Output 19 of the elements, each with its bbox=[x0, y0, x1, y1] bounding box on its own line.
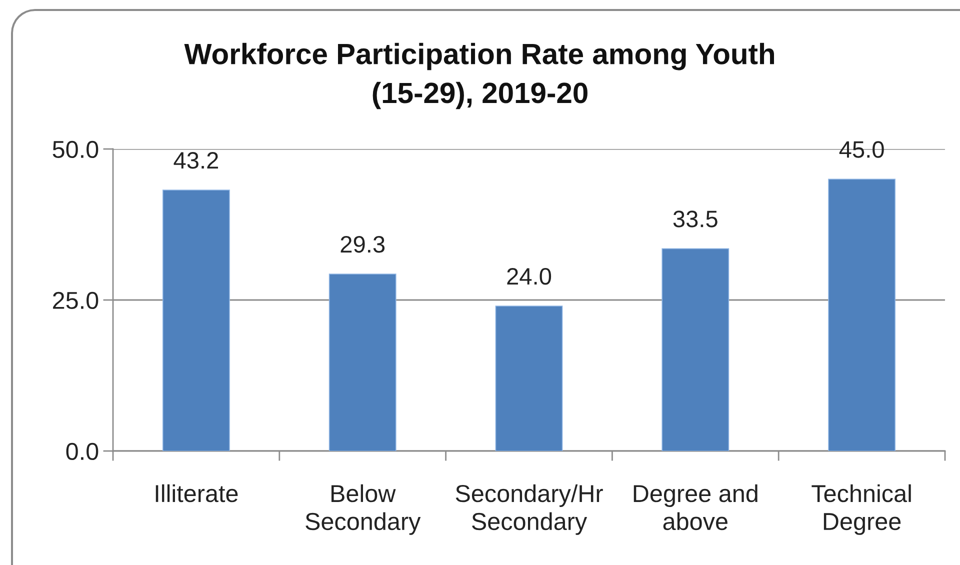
y-tick-label: 25.0 bbox=[53, 292, 98, 310]
y-tick-label: 0.0 bbox=[66, 442, 98, 460]
bar bbox=[495, 306, 563, 451]
bar bbox=[662, 248, 730, 451]
chart-title: Workforce Participation Rate among Youth (15-29), 2019-20 bbox=[184, 42, 774, 110]
bar bbox=[162, 190, 230, 451]
data-label: 33.5 bbox=[673, 210, 718, 228]
x-tick-label: Degree and above bbox=[634, 484, 758, 530]
data-label: 29.3 bbox=[340, 236, 385, 253]
x-tick-label: Technical Degree bbox=[812, 484, 911, 535]
data-label: 43.2 bbox=[174, 152, 218, 169]
data-label: 45.0 bbox=[839, 141, 884, 158]
y-tick-label: 50.0 bbox=[52, 140, 98, 158]
x-tick-label: Below Secondary bbox=[306, 484, 421, 535]
data-label: 24.0 bbox=[507, 268, 552, 285]
bar bbox=[328, 274, 396, 451]
bar bbox=[828, 178, 896, 451]
x-tick-label: Secondary/Hr Secondary bbox=[456, 484, 603, 535]
x-tick-label: Illiterate bbox=[156, 484, 238, 502]
